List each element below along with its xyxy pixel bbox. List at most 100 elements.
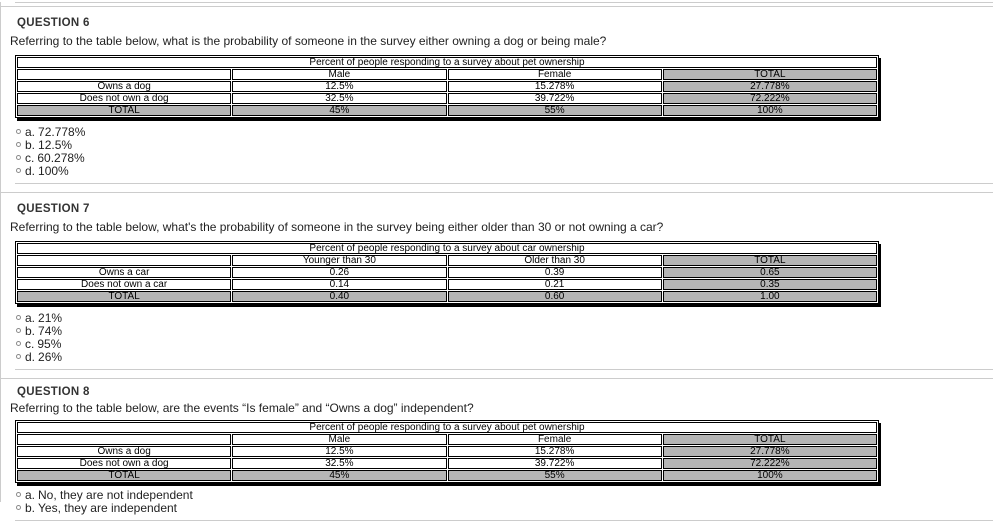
option-label: 72.778%: [38, 124, 86, 139]
data-cell: 100%: [662, 470, 877, 481]
data-cell: 0.14: [232, 279, 447, 290]
table-data-row: Owns a car 0.26 0.39 0.65: [17, 267, 877, 278]
question-prompt: Referring to the table below, what's the…: [10, 220, 664, 234]
row-label-cell: Does not own a car: [17, 279, 232, 290]
radio-button-icon[interactable]: [16, 155, 21, 160]
option-label: Yes, they are independent: [38, 500, 178, 515]
data-cell: 0.39: [447, 267, 662, 278]
data-cell: 72.222%: [662, 458, 877, 469]
data-cell: 0.40: [232, 291, 447, 302]
row-label-cell: TOTAL: [17, 291, 232, 302]
option-label: 95%: [37, 336, 62, 351]
answer-option[interactable]: a. 21%: [16, 310, 993, 325]
option-label: 60.278%: [37, 150, 85, 165]
radio-button-icon[interactable]: [16, 492, 21, 497]
survey-table: Percent of people responding to a survey…: [15, 420, 879, 483]
data-cell: 12.5%: [232, 81, 447, 92]
data-cell: 32.5%: [232, 458, 447, 469]
data-cell: 0.60: [447, 291, 662, 302]
table-total-row: TOTAL 45% 55% 100%: [17, 105, 877, 116]
data-cell: 27.778%: [662, 446, 877, 457]
previous-question-divider: [15, 2, 993, 3]
answer-option[interactable]: b. Yes, they are independent: [16, 500, 993, 515]
row-label-cell: Owns a dog: [17, 446, 232, 457]
column-header-cell: [17, 434, 232, 445]
option-letter: a.: [25, 310, 36, 325]
table-data-row: Does not own a dog 32.5% 39.722% 72.222%: [17, 93, 877, 104]
row-label-cell: TOTAL: [17, 105, 232, 116]
data-cell: 100%: [662, 105, 877, 116]
table-caption: Percent of people responding to a survey…: [17, 422, 877, 433]
answer-option[interactable]: c. 60.278%: [16, 150, 993, 165]
data-cell: 0.65: [662, 267, 877, 278]
table-total-row: TOTAL 0.40 0.60 1.00: [17, 291, 877, 302]
question-prompt: Referring to the table below, are the ev…: [10, 401, 474, 415]
data-cell: 0.26: [232, 267, 447, 278]
question-divider: [15, 183, 993, 184]
data-cell: 12.5%: [232, 446, 447, 457]
row-label-cell: Owns a dog: [17, 81, 232, 92]
table-header-row: Younger than 30 Older than 30 TOTAL: [17, 255, 877, 266]
radio-button-icon[interactable]: [16, 328, 21, 333]
question-list: QUESTION 6 Referring to the table below, …: [1, 6, 993, 521]
question-heading: QUESTION 6: [17, 17, 90, 29]
question-heading: QUESTION 8: [17, 386, 90, 398]
table-caption-row: Percent of people responding to a survey…: [17, 422, 877, 433]
radio-button-icon[interactable]: [16, 341, 21, 346]
answer-option[interactable]: d. 100%: [16, 163, 993, 178]
option-letter: a.: [25, 124, 36, 139]
table-data-row: Does not own a dog 32.5% 39.722% 72.222%: [17, 458, 877, 469]
column-header-cell: Male: [232, 434, 447, 445]
data-cell: 0.35: [662, 279, 877, 290]
option-label: 100%: [38, 163, 69, 178]
radio-button-icon[interactable]: [16, 129, 21, 134]
table-data-row: Does not own a car 0.14 0.21 0.35: [17, 279, 877, 290]
options-list: a. No, they are not independent b. Yes, the…: [16, 488, 993, 515]
column-header-cell: TOTAL: [662, 255, 877, 266]
row-label-cell: Does not own a dog: [17, 458, 232, 469]
radio-button-icon[interactable]: [16, 315, 21, 320]
radio-button-icon[interactable]: [16, 168, 21, 173]
question-block: QUESTION 6 Referring to the table below, …: [1, 6, 993, 184]
option-label: 21%: [38, 310, 63, 325]
row-label-cell: Does not own a dog: [17, 93, 232, 104]
option-label: 12.5%: [38, 137, 73, 152]
answer-option[interactable]: d. 26%: [16, 349, 993, 364]
data-cell: 0.21: [447, 279, 662, 290]
table-total-row: TOTAL 45% 55% 100%: [17, 470, 877, 481]
options-list: a. 72.778% b. 12.5% c. 60.278% d. 100%: [16, 124, 993, 178]
data-cell: 1.00: [662, 291, 877, 302]
answer-option[interactable]: a. No, they are not independent: [16, 488, 993, 502]
answer-option[interactable]: b. 74%: [16, 323, 993, 338]
data-cell: 39.722%: [447, 93, 662, 104]
table-data-row: Owns a dog 12.5% 15.278% 27.778%: [17, 81, 877, 92]
row-label-cell: Owns a car: [17, 267, 232, 278]
data-cell: 27.778%: [662, 81, 877, 92]
data-cell: 45%: [232, 105, 447, 116]
table-caption: Percent of people responding to a survey…: [17, 57, 877, 68]
answer-option[interactable]: a. 72.778%: [16, 124, 993, 139]
option-label: 26%: [38, 349, 63, 364]
radio-button-icon[interactable]: [16, 142, 21, 147]
radio-button-icon[interactable]: [16, 505, 21, 510]
option-label: 74%: [38, 323, 63, 338]
column-header-cell: [17, 255, 232, 266]
row-label-cell: TOTAL: [17, 470, 232, 481]
option-letter: c.: [25, 150, 35, 165]
table-header-row: Male Female TOTAL: [17, 434, 877, 445]
data-cell: 39.722%: [447, 458, 662, 469]
table-caption-row: Percent of people responding to a survey…: [17, 243, 877, 254]
question-divider: [15, 369, 993, 370]
column-header-cell: Female: [447, 434, 662, 445]
data-cell: 55%: [447, 470, 662, 481]
data-cell: 15.278%: [447, 81, 662, 92]
answer-option[interactable]: b. 12.5%: [16, 137, 993, 152]
option-letter: d.: [25, 163, 36, 178]
column-header-cell: [17, 69, 232, 80]
radio-button-icon[interactable]: [16, 354, 21, 359]
data-cell: 45%: [232, 470, 447, 481]
answer-option[interactable]: c. 95%: [16, 336, 993, 351]
data-cell: 15.278%: [447, 446, 662, 457]
data-cell: 72.222%: [662, 93, 877, 104]
